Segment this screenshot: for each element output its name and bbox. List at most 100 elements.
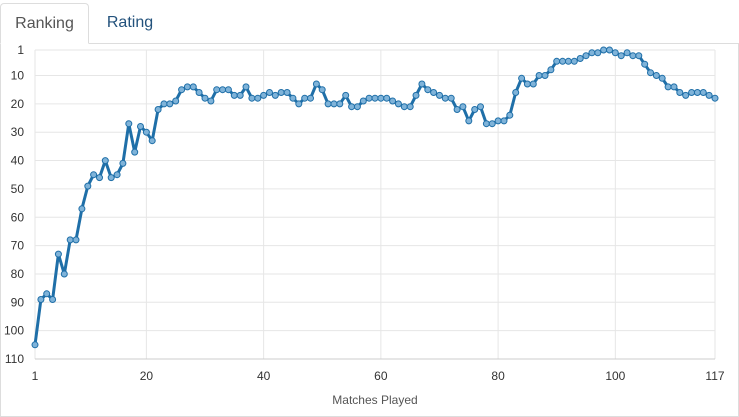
data-point[interactable] <box>588 49 596 57</box>
data-point[interactable] <box>230 91 238 99</box>
data-point[interactable] <box>699 89 707 96</box>
data-point[interactable] <box>224 86 232 94</box>
data-point[interactable] <box>271 91 279 99</box>
data-point[interactable] <box>166 100 174 108</box>
data-point[interactable] <box>600 46 608 54</box>
data-point[interactable] <box>183 83 191 91</box>
data-point[interactable] <box>564 57 572 65</box>
data-point[interactable] <box>107 174 115 182</box>
data-point[interactable] <box>400 103 408 111</box>
data-point[interactable] <box>611 49 619 57</box>
data-point[interactable] <box>213 86 221 94</box>
tab-rating[interactable]: Rating <box>106 14 154 31</box>
data-point[interactable] <box>60 270 68 278</box>
data-point[interactable] <box>424 86 432 94</box>
data-point[interactable] <box>66 236 74 244</box>
data-point[interactable] <box>705 91 713 99</box>
data-point[interactable] <box>377 94 385 102</box>
data-point[interactable] <box>307 94 314 102</box>
data-point[interactable] <box>277 89 285 96</box>
data-point[interactable] <box>201 94 209 102</box>
data-point[interactable] <box>635 52 643 60</box>
data-point[interactable] <box>260 91 268 99</box>
data-point[interactable] <box>195 89 203 96</box>
data-point[interactable] <box>84 182 92 190</box>
data-point[interactable] <box>301 94 309 102</box>
data-point[interactable] <box>541 72 549 79</box>
data-point[interactable] <box>535 72 543 79</box>
data-point[interactable] <box>295 100 303 108</box>
data-point[interactable] <box>43 290 51 298</box>
data-point[interactable] <box>248 94 256 102</box>
data-point[interactable] <box>494 117 502 125</box>
data-point[interactable] <box>242 83 250 91</box>
data-point[interactable] <box>137 123 144 130</box>
data-point[interactable] <box>582 52 590 60</box>
tab-ranking[interactable]: Ranking <box>0 3 89 44</box>
data-point[interactable] <box>623 49 631 57</box>
data-point[interactable] <box>629 52 637 60</box>
data-point[interactable] <box>96 174 103 182</box>
data-point[interactable] <box>113 171 121 179</box>
data-point[interactable] <box>125 120 133 128</box>
data-point[interactable] <box>447 94 455 102</box>
data-point[interactable] <box>383 94 391 102</box>
data-point[interactable] <box>606 46 613 54</box>
data-point[interactable] <box>160 100 168 108</box>
data-point[interactable] <box>154 106 162 113</box>
data-point[interactable] <box>178 86 186 94</box>
data-point[interactable] <box>72 236 80 244</box>
data-point[interactable] <box>266 89 273 96</box>
data-point[interactable] <box>670 83 678 91</box>
data-point[interactable] <box>641 60 649 68</box>
data-point[interactable] <box>78 205 86 213</box>
data-point[interactable] <box>348 103 356 111</box>
data-point[interactable] <box>441 94 449 102</box>
data-point[interactable] <box>570 57 578 65</box>
data-point[interactable] <box>500 117 508 125</box>
data-point[interactable] <box>711 94 719 102</box>
data-point[interactable] <box>330 100 338 108</box>
data-point[interactable] <box>101 157 109 165</box>
data-point[interactable] <box>465 117 473 125</box>
data-point[interactable] <box>219 86 227 94</box>
data-point[interactable] <box>312 80 320 88</box>
data-point[interactable] <box>207 97 215 105</box>
data-point[interactable] <box>436 91 443 99</box>
data-point[interactable] <box>430 89 438 96</box>
data-point[interactable] <box>647 69 654 77</box>
data-point[interactable] <box>189 83 197 91</box>
data-point[interactable] <box>353 103 361 111</box>
data-point[interactable] <box>90 171 98 179</box>
data-point[interactable] <box>682 91 690 99</box>
data-point[interactable] <box>371 94 379 102</box>
data-point[interactable] <box>553 57 561 65</box>
data-point[interactable] <box>324 100 332 108</box>
data-point[interactable] <box>172 97 180 105</box>
data-point[interactable] <box>412 91 420 99</box>
data-point[interactable] <box>336 100 344 108</box>
data-point[interactable] <box>142 128 150 136</box>
data-point[interactable] <box>119 159 127 167</box>
data-point[interactable] <box>693 89 701 96</box>
data-point[interactable] <box>342 91 350 99</box>
data-point[interactable] <box>512 89 520 96</box>
data-point[interactable] <box>131 148 139 156</box>
data-point[interactable] <box>148 137 156 145</box>
data-point[interactable] <box>37 296 45 303</box>
data-point[interactable] <box>406 103 414 111</box>
data-point[interactable] <box>547 66 555 74</box>
data-point[interactable] <box>254 94 262 102</box>
data-point[interactable] <box>359 97 367 105</box>
data-point[interactable] <box>54 250 62 258</box>
data-point[interactable] <box>31 341 39 349</box>
data-point[interactable] <box>49 296 57 303</box>
data-point[interactable] <box>518 74 526 82</box>
data-point[interactable] <box>617 52 625 60</box>
data-point[interactable] <box>453 106 461 113</box>
data-point[interactable] <box>236 91 244 99</box>
data-point[interactable] <box>664 83 672 91</box>
data-point[interactable] <box>482 120 490 128</box>
data-point[interactable] <box>506 111 514 119</box>
data-point[interactable] <box>658 74 666 82</box>
